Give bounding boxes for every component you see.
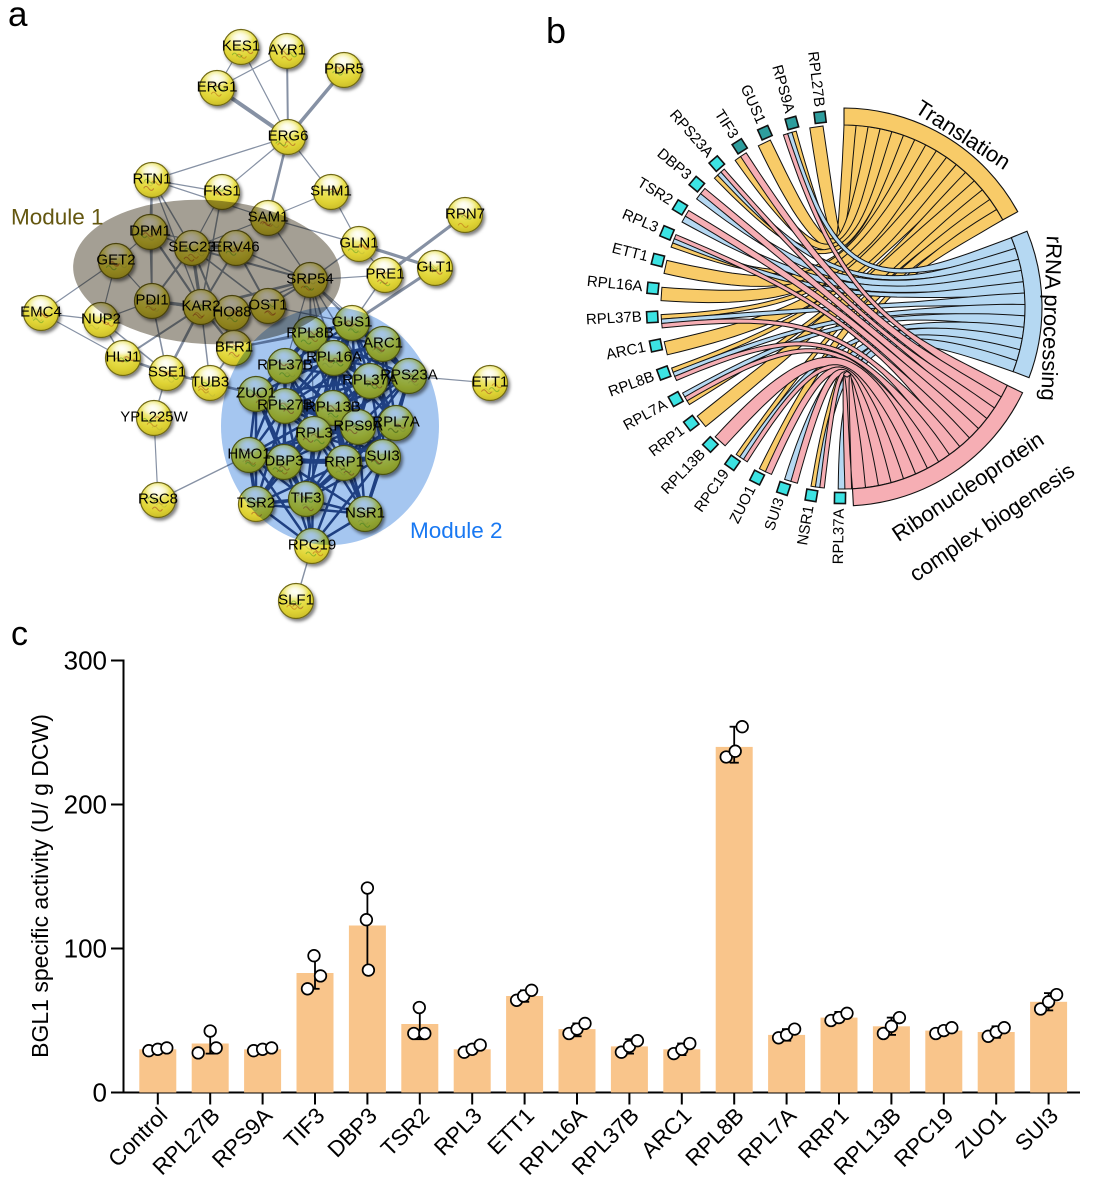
svg-text:RPL8B: RPL8B (286, 325, 334, 342)
svg-text:GUS1: GUS1 (332, 314, 373, 331)
svg-text:300: 300 (64, 646, 107, 676)
svg-text:a: a (8, 0, 28, 34)
svg-text:SHM1: SHM1 (310, 183, 352, 200)
svg-text:RPL16A: RPL16A (586, 273, 643, 295)
svg-text:0: 0 (93, 1078, 107, 1108)
svg-text:FKS1: FKS1 (203, 183, 241, 200)
svg-text:ERG6: ERG6 (268, 128, 309, 145)
svg-text:ETT1: ETT1 (472, 374, 509, 391)
svg-text:DBP3: DBP3 (264, 453, 303, 470)
svg-text:RPL37A: RPL37A (830, 508, 848, 564)
svg-text:RTN1: RTN1 (133, 171, 172, 188)
svg-text:200: 200 (64, 790, 107, 820)
svg-text:GET2: GET2 (96, 252, 135, 269)
svg-text:RSC8: RSC8 (138, 491, 178, 508)
svg-text:RPL27B: RPL27B (804, 50, 828, 108)
svg-text:TIF3: TIF3 (291, 490, 322, 507)
svg-text:ZUO1: ZUO1 (236, 385, 276, 402)
svg-text:ERG1: ERG1 (197, 79, 238, 96)
svg-text:Module 2: Module 2 (410, 518, 503, 543)
svg-text:SLF1: SLF1 (278, 592, 314, 609)
svg-text:OST1: OST1 (248, 297, 287, 314)
svg-text:PDI1: PDI1 (135, 292, 168, 309)
svg-text:KES1: KES1 (222, 38, 260, 55)
svg-text:NSR1: NSR1 (794, 504, 817, 546)
svg-text:RPL7A: RPL7A (372, 414, 420, 431)
svg-text:c: c (11, 615, 28, 653)
svg-text:DPM1: DPM1 (129, 223, 171, 240)
svg-text:TSR2: TSR2 (237, 495, 275, 512)
svg-text:RPL16A: RPL16A (306, 349, 362, 366)
svg-text:EMC4: EMC4 (20, 304, 62, 321)
svg-text:HLJ1: HLJ1 (105, 349, 140, 366)
svg-text:RPC19: RPC19 (288, 537, 336, 554)
svg-text:SRP54: SRP54 (286, 271, 334, 288)
svg-text:SUI3: SUI3 (366, 448, 399, 465)
svg-text:SSE1: SSE1 (148, 364, 186, 381)
svg-text:RPL13B: RPL13B (305, 399, 361, 416)
svg-text:RPS9A: RPS9A (333, 418, 382, 435)
svg-text:BGL1 specific activity (U/ g D: BGL1 specific activity (U/ g DCW) (27, 714, 53, 1058)
svg-text:SEC23: SEC23 (168, 239, 216, 256)
svg-text:GLN1: GLN1 (339, 235, 378, 252)
svg-text:rRNA processing: rRNA processing (1036, 235, 1067, 401)
svg-text:PRE1: PRE1 (365, 266, 404, 283)
svg-text:HO88: HO88 (212, 304, 251, 321)
svg-text:RPL37B: RPL37B (257, 357, 313, 374)
svg-text:100: 100 (64, 934, 107, 964)
svg-text:RPL37B: RPL37B (586, 308, 643, 328)
svg-text:YPL225W: YPL225W (120, 409, 188, 426)
svg-text:KAR2: KAR2 (181, 298, 220, 315)
svg-text:RPL37A: RPL37A (342, 372, 398, 389)
svg-text:NUP2: NUP2 (81, 311, 121, 328)
svg-text:RPN7: RPN7 (445, 206, 485, 223)
svg-text:RPL27B: RPL27B (257, 397, 313, 414)
svg-text:TUB3: TUB3 (191, 374, 229, 391)
svg-text:RRP1: RRP1 (324, 454, 364, 471)
svg-text:BFR1: BFR1 (215, 339, 253, 356)
svg-text:AYR1: AYR1 (268, 42, 306, 59)
svg-text:HMO1: HMO1 (227, 446, 270, 463)
svg-text:SAM1: SAM1 (248, 209, 289, 226)
svg-text:ARC1: ARC1 (363, 335, 403, 352)
svg-text:RPL3: RPL3 (295, 425, 333, 442)
svg-text:b: b (546, 10, 566, 51)
svg-text:PDR5: PDR5 (324, 61, 364, 78)
svg-text:RPS23A: RPS23A (380, 367, 438, 384)
svg-text:ERV46: ERV46 (212, 239, 259, 256)
svg-text:NSR1: NSR1 (345, 505, 385, 522)
svg-text:GLT1: GLT1 (417, 259, 453, 276)
svg-text:Module 1: Module 1 (11, 205, 104, 230)
